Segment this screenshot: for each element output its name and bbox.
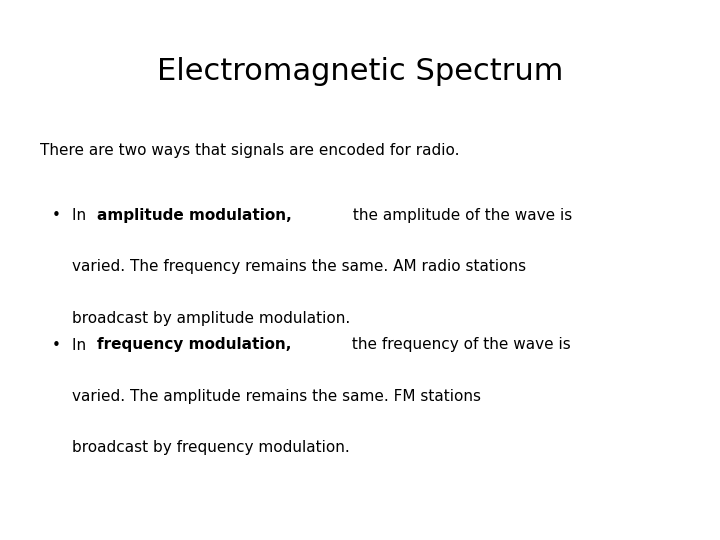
Text: •: • (52, 338, 60, 353)
Text: broadcast by frequency modulation.: broadcast by frequency modulation. (72, 440, 350, 455)
Text: amplitude modulation,: amplitude modulation, (96, 208, 292, 223)
Text: In: In (72, 208, 91, 223)
Text: There are two ways that signals are encoded for radio.: There are two ways that signals are enco… (40, 143, 459, 158)
Text: broadcast by amplitude modulation.: broadcast by amplitude modulation. (72, 310, 350, 326)
Text: •: • (52, 208, 60, 223)
Text: varied. The frequency remains the same. AM radio stations: varied. The frequency remains the same. … (72, 259, 526, 274)
Text: In: In (72, 338, 91, 353)
Text: varied. The amplitude remains the same. FM stations: varied. The amplitude remains the same. … (72, 389, 481, 404)
Text: frequency modulation,: frequency modulation, (96, 338, 291, 353)
Text: the frequency of the wave is: the frequency of the wave is (347, 338, 571, 353)
Text: Electromagnetic Spectrum: Electromagnetic Spectrum (157, 57, 563, 86)
Text: the amplitude of the wave is: the amplitude of the wave is (348, 208, 572, 223)
